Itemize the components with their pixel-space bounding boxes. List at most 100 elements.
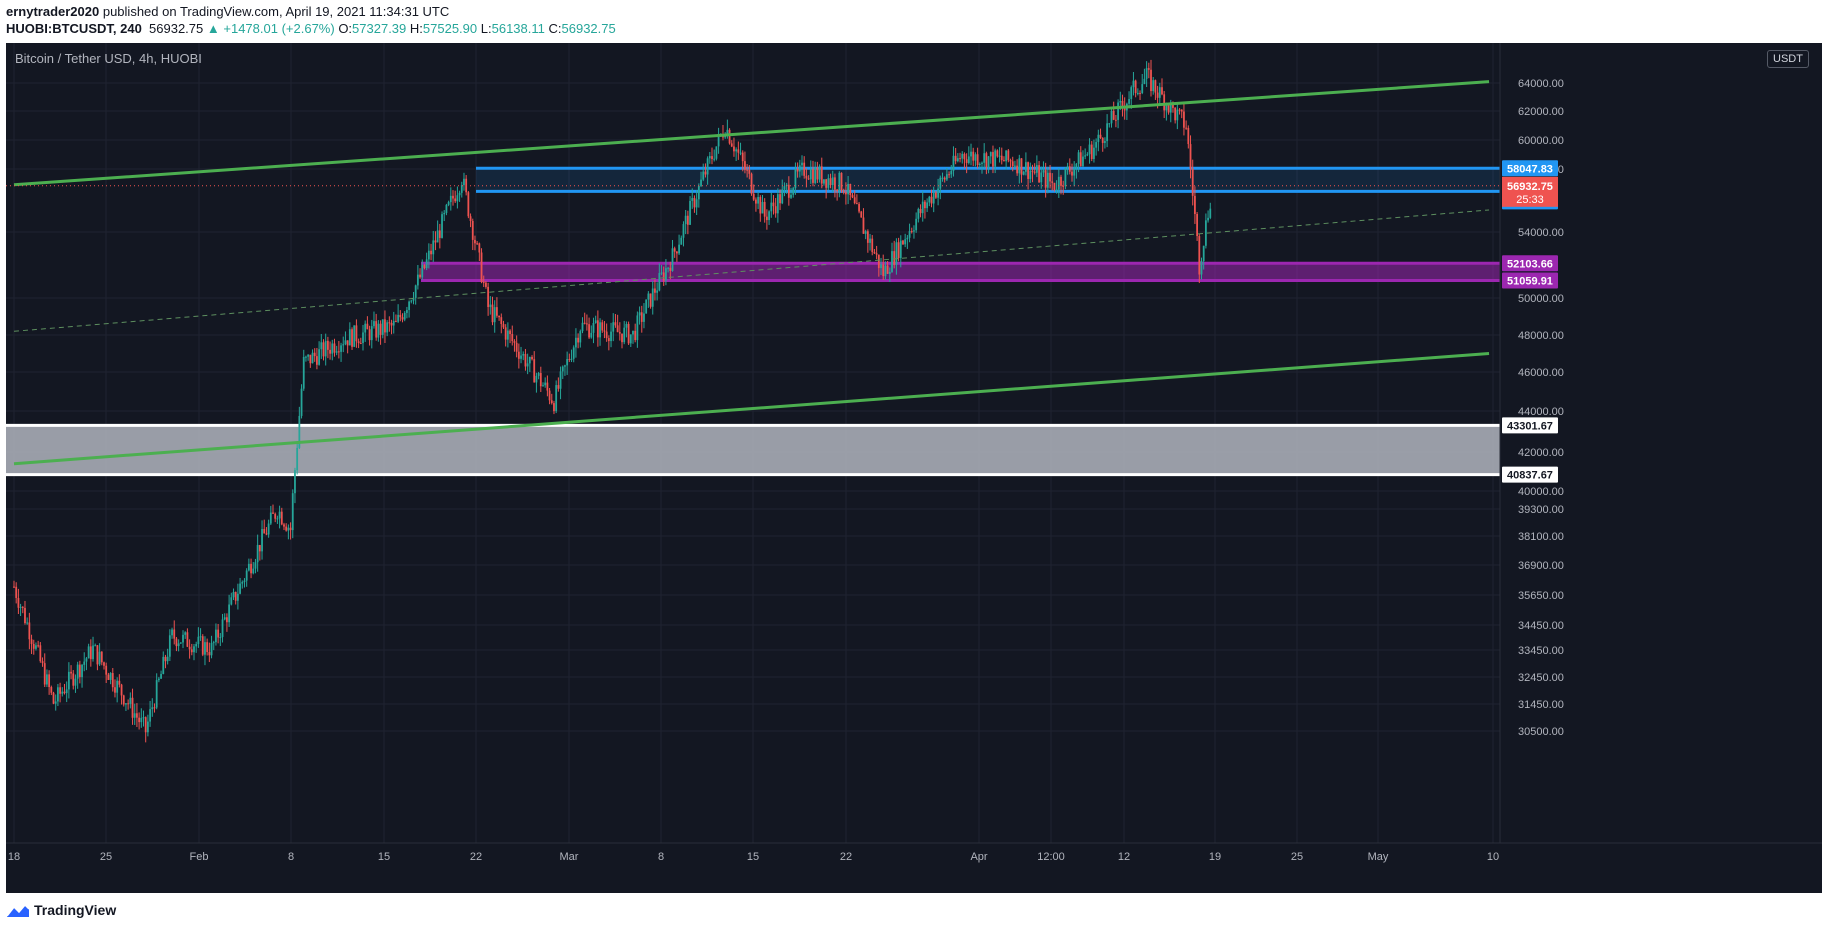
candle-body (142, 717, 145, 719)
candle-body (566, 359, 569, 366)
candle-body (221, 619, 224, 638)
candle-body (915, 218, 918, 231)
candle-body (313, 352, 316, 357)
candle-body (974, 154, 977, 161)
price-label-text: 58047.83 (1507, 163, 1553, 175)
candle-body (531, 356, 533, 360)
candle-body (774, 206, 777, 214)
candle-body (1031, 170, 1034, 172)
candle-body (748, 169, 751, 174)
candle-body (100, 651, 103, 663)
currency-badge[interactable]: USDT (1767, 50, 1809, 68)
candle-body (561, 366, 564, 372)
candle-body (792, 188, 795, 195)
candle-body (801, 162, 803, 166)
candle-body (48, 674, 51, 688)
candle-body (706, 158, 709, 175)
candle-body (480, 252, 483, 283)
candle-body (146, 721, 149, 733)
candle-body (1167, 105, 1170, 113)
candle-body (285, 526, 288, 531)
candle-body (357, 341, 360, 344)
tradingview-logo-icon[interactable] (6, 901, 30, 921)
candle-body (157, 678, 160, 681)
price-axis[interactable]: 64000.0062000.0060000.0058000.0054000.00… (1499, 43, 1822, 843)
candle-body (812, 169, 814, 183)
candle-body (445, 204, 448, 213)
candle-body (401, 317, 404, 320)
candle-body (1194, 195, 1196, 214)
candle-body (618, 332, 621, 334)
candle-body (704, 171, 707, 175)
candle-body (129, 697, 132, 704)
candle-body (441, 214, 443, 238)
publish-header: ernytrader2020 published on TradingView.… (0, 0, 1828, 43)
time-tick-label: Mar (560, 851, 579, 863)
author-name[interactable]: ernytrader2020 (6, 4, 100, 19)
candle-body (46, 674, 48, 685)
candle-body (39, 645, 42, 662)
candle-body (888, 271, 891, 274)
candle-body (1207, 217, 1209, 221)
candle-body (1121, 100, 1124, 107)
candle-body (267, 523, 270, 535)
candle-body (195, 644, 198, 647)
candle-body (847, 183, 849, 195)
candle-body (364, 323, 367, 333)
candle-body (1117, 102, 1119, 120)
candle-body (783, 186, 786, 190)
time-tick-label: Feb (190, 851, 209, 863)
price-label-text: 52103.66 (1507, 258, 1553, 270)
candle-body (1174, 107, 1177, 121)
candle-body (1038, 165, 1040, 183)
candle-body (1136, 92, 1139, 94)
candle-body (686, 215, 689, 225)
candle-body (1040, 172, 1043, 183)
chart-area[interactable]: 64000.0062000.0060000.0058000.0054000.00… (6, 43, 1822, 893)
candle-body (1200, 261, 1203, 275)
candle-body (1132, 80, 1135, 88)
candle-body (1051, 181, 1054, 183)
candle-body (478, 243, 481, 253)
candle-body (570, 358, 573, 360)
candle-body (910, 231, 913, 233)
candle-body (412, 297, 415, 301)
close-value: 56932.75 (561, 21, 616, 36)
candle-body (708, 156, 711, 159)
candle-body (109, 673, 112, 680)
countdown-text: 25:33 (1516, 194, 1544, 206)
candle-body (241, 582, 244, 584)
candle-body (98, 651, 101, 665)
candle-body (419, 274, 421, 278)
candle-body (950, 170, 953, 175)
candle-body (1134, 80, 1137, 93)
candle-body (454, 198, 457, 202)
ohlc-line: HUOBI:BTCUSDT, 240 56932.75 ▲ +1478.01 (… (6, 21, 616, 37)
candle-body (438, 230, 441, 238)
candle-body (728, 129, 731, 144)
candle-body (759, 197, 762, 214)
candle-body (166, 656, 169, 662)
time-axis[interactable]: 18 25 Feb 8 15 22 Mar 8 15 22 Apr 12:00 12 19 25 May 10 (6, 842, 1822, 863)
candle-body (693, 197, 696, 208)
candle-body (362, 332, 364, 344)
candle-body (294, 470, 296, 494)
resistance-zone (476, 168, 1500, 192)
price-tick-label: 42000.00 (1518, 447, 1564, 459)
candle-body (348, 329, 351, 346)
candle-body (436, 230, 439, 243)
open-value: 57327.39 (352, 21, 407, 36)
candle-body (397, 314, 400, 322)
candle-body (926, 202, 929, 209)
symbol-label: HUOBI:BTCUSDT, 240 (6, 21, 142, 36)
time-tick-label: 12 (1118, 851, 1130, 863)
candle-body (1093, 147, 1095, 159)
candle-body (550, 400, 553, 404)
price-chart[interactable]: 64000.0062000.0060000.0058000.0054000.00… (6, 43, 1822, 893)
candle-body (133, 713, 136, 718)
time-tick-label: 22 (470, 851, 482, 863)
candle-body (520, 355, 522, 359)
candle-body (621, 333, 623, 343)
tradingview-logo-text[interactable]: TradingView (34, 902, 117, 918)
candle-body (956, 158, 959, 162)
